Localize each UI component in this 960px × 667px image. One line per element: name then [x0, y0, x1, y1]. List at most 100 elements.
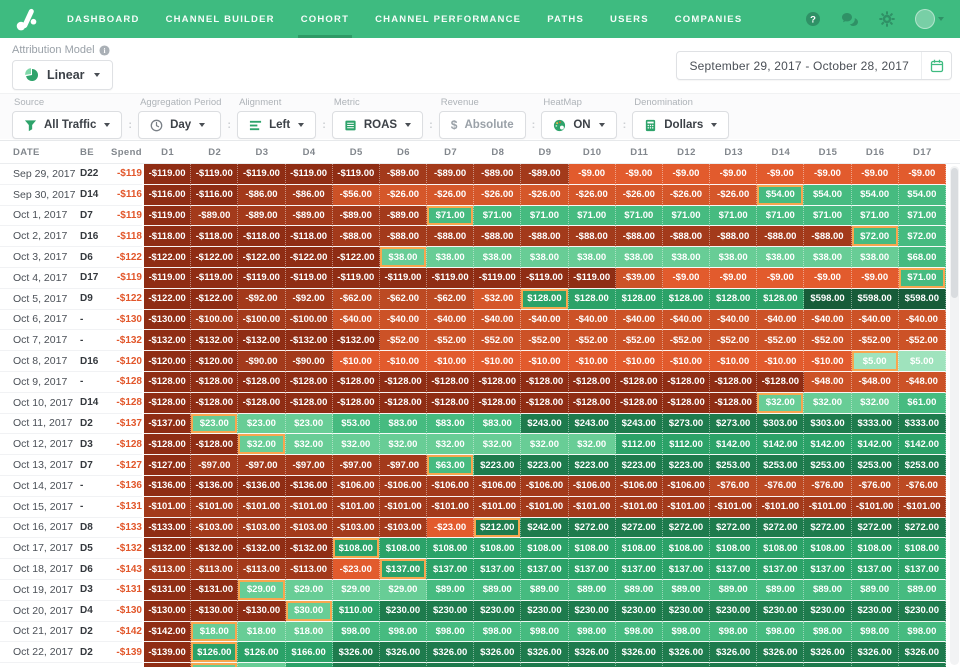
- row-date: Oct 19, 2017: [0, 580, 80, 601]
- heatmap-cell: -$130.00: [238, 600, 286, 622]
- heatmap-cell: $32.00: [332, 434, 380, 456]
- heatmap-cell: $98.00: [662, 621, 711, 643]
- heatmap-cell: -$88.00: [615, 226, 663, 248]
- heatmap-cell: $223.00: [474, 455, 522, 476]
- brand-logo-icon[interactable]: [14, 6, 40, 32]
- gear-icon[interactable]: [879, 11, 895, 27]
- svg-text:?: ?: [810, 14, 816, 25]
- heatmap-cell: $98.00: [427, 621, 475, 643]
- nav-item-channel-performance[interactable]: CHANNEL PERFORMANCE: [375, 13, 522, 25]
- funnel-icon: [24, 119, 37, 132]
- heatmap-cell: -$128.00: [662, 392, 711, 414]
- chevron-down-icon: [199, 123, 206, 127]
- heatmap-cell: $108.00: [521, 538, 569, 560]
- row-date: Oct 12, 2017: [0, 434, 80, 456]
- heatmap-cell: -$128.00: [427, 392, 475, 414]
- table-row: Oct 18, 2017 D6 -$143 -$113.00 -$113.00 -$113…: [0, 559, 960, 580]
- nav-item-dashboard[interactable]: DASHBOARD: [67, 13, 140, 25]
- heatmap-cell: -$119.00: [144, 164, 192, 185]
- heatmap-cell: $89.00: [804, 579, 852, 601]
- row-breakeven-day: -: [80, 476, 106, 497]
- scrollbar-thumb[interactable]: [951, 168, 958, 298]
- heatmap-cell: $137.00: [804, 559, 852, 580]
- filter-value: Day: [170, 119, 192, 131]
- heatmap-cell: -$119.00: [332, 267, 380, 289]
- filter-separator: :: [322, 119, 326, 131]
- user-menu[interactable]: [915, 9, 944, 29]
- heatmap-cell: $230.00: [804, 600, 852, 622]
- row-spend: -$128: [106, 393, 142, 414]
- row-spend: -$119: [106, 268, 142, 289]
- denomination-dropdown[interactable]: Dollars: [632, 111, 730, 139]
- heatmap-cell: -$113.00: [144, 559, 192, 580]
- table-row-partial: [0, 663, 960, 667]
- table-row: Oct 10, 2017 D14 -$128 -$128.00 -$128.00 -$12…: [0, 392, 960, 414]
- heatmap-cell: $326.00: [379, 642, 428, 664]
- heatmap-cell: $598.00: [898, 288, 946, 310]
- heatmap-cell: -$132.00: [144, 538, 192, 560]
- heatmap-cell: $71.00: [662, 205, 711, 227]
- heatmap-cell: [379, 663, 428, 667]
- row-date: Oct 10, 2017: [0, 393, 80, 414]
- row-date: Oct 3, 2017: [0, 247, 80, 268]
- heatmap-cell: -$90.00: [285, 351, 333, 372]
- row-date: Oct 22, 2017: [0, 642, 80, 664]
- heatmap-cell: $303.00: [804, 413, 852, 435]
- table-row: Oct 4, 2017 D17 -$119 -$119.00 -$119.00 -$119…: [0, 267, 960, 289]
- heatmap-cell: $142.00: [851, 434, 899, 456]
- heatmap-cell: -$128.00: [285, 371, 333, 393]
- revenue-dropdown[interactable]: $ Absolute: [438, 111, 526, 139]
- row-spend: -$128: [106, 434, 142, 456]
- chat-icon[interactable]: [841, 12, 859, 27]
- nav-item-channel-builder[interactable]: CHANNEL BUILDER: [165, 13, 275, 25]
- nav-item-users[interactable]: USERS: [610, 13, 649, 25]
- row-breakeven-day: D16: [80, 226, 106, 248]
- heatmap-cell: -$10.00: [379, 351, 428, 372]
- row-breakeven-day: D2: [80, 642, 106, 664]
- nav-item-companies[interactable]: COMPANIES: [674, 13, 743, 25]
- row-spend: -$119: [106, 206, 142, 227]
- row-date: Oct 20, 2017: [0, 601, 80, 622]
- metric-dropdown[interactable]: ROAS: [331, 111, 424, 139]
- heatmap-cell: $303.00: [757, 413, 805, 435]
- vertical-scrollbar[interactable]: [950, 166, 959, 665]
- table-header: DATE BE Spend D1 D2 D3 D4 D5 D6 D7 D8 D9 D10 D11 D1…: [0, 141, 960, 164]
- heatmap-cell: $71.00: [615, 205, 663, 227]
- aggregation-period-dropdown[interactable]: Day: [138, 111, 222, 139]
- heatmap-cell: $23.00: [238, 413, 286, 435]
- row-spend: -$128: [106, 372, 142, 393]
- heatmap-cell: -$9.00: [898, 164, 946, 185]
- heatmap-cell: -$133.00: [144, 517, 192, 539]
- heatmap-cell: -$128.00: [285, 392, 333, 414]
- help-icon[interactable]: ?: [805, 11, 821, 27]
- pie-chart-icon: [25, 68, 38, 81]
- heatmap-cell: $108.00: [898, 538, 946, 560]
- heatmap-cell: -$48.00: [898, 371, 946, 393]
- heatmap-cell: $223.00: [568, 455, 616, 476]
- row-date: Sep 29, 2017: [0, 164, 80, 185]
- table-row: Oct 14, 2017- -$136 -$136.00 -$136.00 -$136.…: [0, 475, 960, 497]
- heatmap-cell: -$52.00: [757, 330, 805, 352]
- heatmap-dropdown[interactable]: ON: [541, 111, 617, 139]
- alignment-dropdown[interactable]: Left: [237, 111, 317, 139]
- row-spend: -$122: [106, 289, 142, 310]
- calendar-icon[interactable]: [921, 52, 951, 79]
- row-cell: [106, 663, 142, 667]
- heatmap-cell: $273.00: [662, 413, 711, 435]
- align-left-icon: [249, 119, 262, 132]
- heatmap-cell: -$9.00: [757, 267, 805, 289]
- heatmap-cell: -$62.00: [332, 288, 380, 310]
- table-row: Oct 11, 2017 D2 -$137 -$137.00 $23.00 $23.00 $…: [0, 413, 960, 435]
- heatmap-cell: -$40.00: [710, 309, 758, 331]
- spend-column-header: Spend: [110, 146, 142, 158]
- attribution-model-dropdown[interactable]: Linear: [12, 60, 113, 90]
- source-dropdown[interactable]: All Traffic: [12, 111, 123, 139]
- nav-item-paths[interactable]: PATHS: [547, 13, 585, 25]
- table-row: Oct 19, 2017 D3 -$131 -$131.00 -$131.00 $29.0…: [0, 579, 960, 601]
- heatmap-cell: -$62.00: [427, 288, 475, 310]
- nav-item-cohort[interactable]: COHORT: [288, 0, 362, 38]
- heatmap-cell: $333.00: [851, 413, 899, 435]
- date-range-picker[interactable]: September 29, 2017 - October 28, 2017: [676, 51, 952, 80]
- heatmap-cell: $29.00: [285, 579, 333, 601]
- calculator-icon: [644, 119, 657, 132]
